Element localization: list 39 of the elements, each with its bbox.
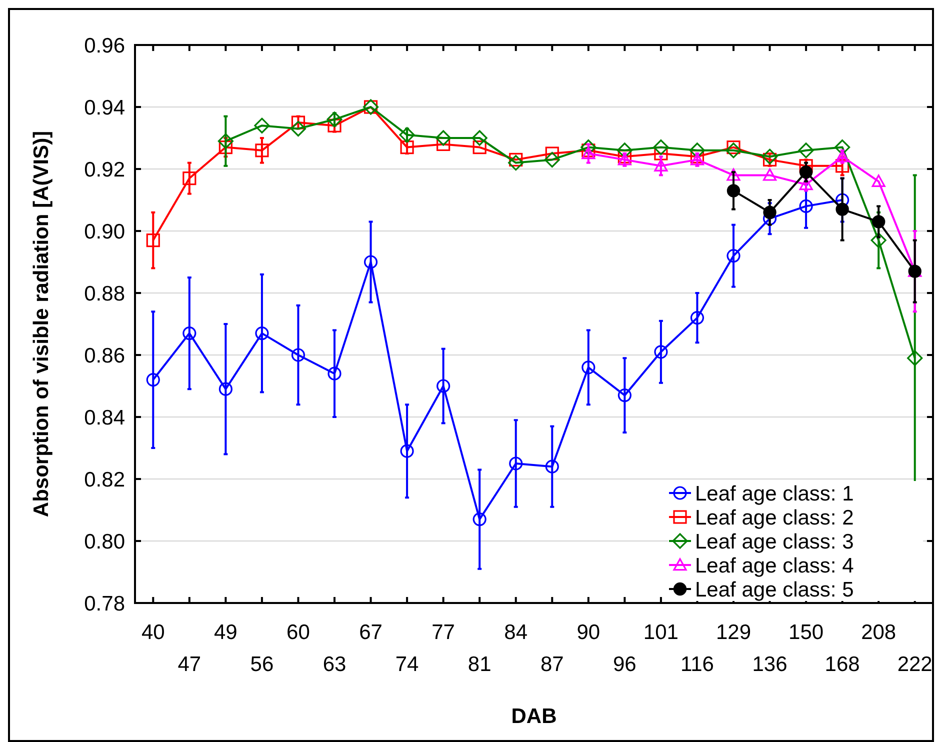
y-tick-label: 0.88: [84, 282, 125, 306]
x-tick-label: 47: [178, 653, 202, 676]
x-tick-label: 67: [359, 621, 382, 644]
y-tick-label: 0.96: [84, 34, 125, 58]
x-tick-label: 116: [680, 653, 714, 676]
x-tick-label: 136: [752, 653, 788, 676]
y-tick-label: 0.86: [84, 344, 125, 368]
x-tick-label: 129: [716, 621, 752, 644]
x-tick-label: 168: [824, 653, 860, 676]
x-tick-label: 101: [643, 621, 678, 644]
x-tick-label: 81: [468, 653, 492, 676]
y-tick-label: 0.78: [84, 592, 125, 616]
y-tick-label: 0.80: [84, 530, 125, 554]
x-tick-label: 96: [613, 653, 636, 676]
x-tick-label: 77: [432, 621, 455, 644]
y-axis-title: Absorption of visible radiation [A(VIS)]: [30, 130, 53, 518]
x-axis-title: DAB: [511, 705, 557, 728]
x-tick-label: 208: [861, 621, 896, 644]
legend-label: Leaf age class: 3: [695, 530, 854, 554]
x-tick-label: 74: [395, 653, 420, 676]
x-tick-label: 40: [141, 621, 165, 644]
legend-label: Leaf age class: 2: [695, 506, 854, 530]
y-tick-label: 0.94: [84, 96, 126, 120]
legend-label: Leaf age class: 5: [695, 578, 854, 602]
x-tick-label: 56: [250, 653, 274, 676]
x-tick-label: 90: [576, 621, 600, 644]
x-tick-label: 63: [322, 653, 346, 676]
y-tick-label: 0.90: [84, 220, 125, 244]
y-tick-label: 0.84: [84, 406, 126, 430]
y-tick-label: 0.82: [84, 468, 125, 492]
y-tick-label: 0.92: [84, 158, 125, 182]
x-tick-label: 222: [897, 653, 932, 676]
x-tick-label: 49: [214, 621, 238, 644]
legend-label: Leaf age class: 1: [695, 482, 854, 506]
x-tick-label: 150: [788, 621, 824, 644]
x-tick-label: 87: [540, 653, 564, 676]
x-tick-label: 84: [504, 621, 528, 644]
x-tick-label: 60: [286, 621, 310, 644]
legend-label: Leaf age class: 4: [695, 554, 854, 578]
